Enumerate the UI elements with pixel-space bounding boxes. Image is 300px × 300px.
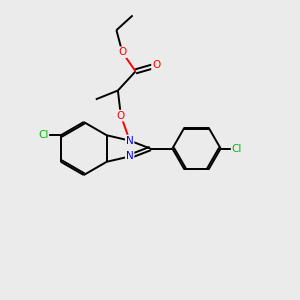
Text: O: O bbox=[152, 61, 160, 70]
Text: Cl: Cl bbox=[38, 130, 48, 140]
Text: N: N bbox=[126, 136, 134, 146]
Text: O: O bbox=[117, 110, 125, 121]
Text: N: N bbox=[126, 152, 134, 161]
Text: O: O bbox=[118, 47, 126, 57]
Text: Cl: Cl bbox=[232, 143, 242, 154]
